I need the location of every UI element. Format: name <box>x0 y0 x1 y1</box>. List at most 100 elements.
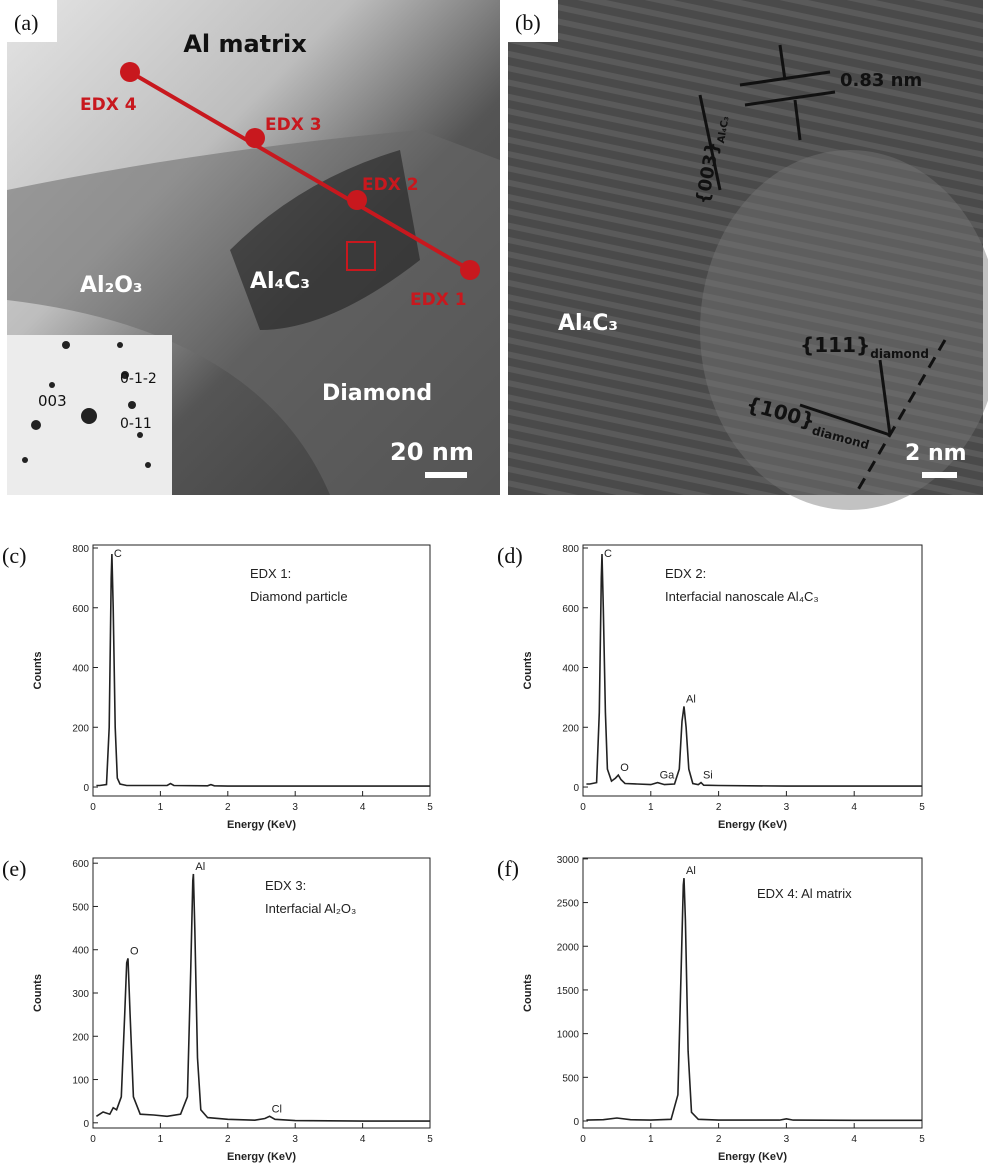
x-axis-label: Energy (KeV) <box>718 1151 787 1163</box>
x-tick-label: 2 <box>716 1134 722 1145</box>
x-tick-label: 4 <box>851 802 857 813</box>
x-tick-label: 3 <box>784 802 790 813</box>
y-tick-label: 200 <box>72 1032 89 1043</box>
y-tick-label: 1000 <box>557 1030 580 1041</box>
plot-frame <box>93 858 430 1128</box>
x-tick-label: 0 <box>90 1134 96 1145</box>
peak-label: C <box>114 548 122 560</box>
x-tick-label: 3 <box>292 802 298 813</box>
x-tick-label: 0 <box>580 802 586 813</box>
y-tick-label: 400 <box>72 664 89 675</box>
y-tick-label: 400 <box>562 664 579 675</box>
x-tick-label: 2 <box>716 802 722 813</box>
plane-index: {111} <box>800 333 870 357</box>
scale-bar <box>425 472 467 478</box>
peak-label: Al <box>195 861 205 873</box>
x-tick-label: 3 <box>784 1134 790 1145</box>
panel-letter: (f) <box>497 856 519 881</box>
peak-label: Al <box>686 865 696 877</box>
y-tick-label: 1500 <box>557 986 580 997</box>
peak-label: O <box>620 762 629 774</box>
point-label: EDX 1 <box>410 290 467 310</box>
y-tick-label: 300 <box>72 989 89 1000</box>
panel-letter: (d) <box>497 543 523 568</box>
x-tick-label: 4 <box>851 1134 857 1145</box>
y-tick-label: 600 <box>72 604 89 615</box>
y-axis-label: Counts <box>32 974 44 1012</box>
x-tick-label: 5 <box>919 802 925 813</box>
point <box>120 62 140 82</box>
y-tick-label: 400 <box>72 946 89 957</box>
plane-sub: diamond <box>870 347 929 361</box>
x-tick-label: 5 <box>427 802 433 813</box>
spot-label: 0-1-2 <box>120 371 157 387</box>
y-axis-label: Counts <box>522 974 534 1012</box>
note: EDX 4: Al matrix <box>757 886 852 901</box>
y-tick-label: 500 <box>562 1073 579 1084</box>
y-tick-label: 0 <box>83 783 89 794</box>
note: EDX 1: <box>250 566 291 581</box>
y-tick-label: 600 <box>72 859 89 870</box>
x-axis-label: Energy (KeV) <box>227 819 296 831</box>
x-tick-label: 2 <box>225 802 231 813</box>
scale-label: 2 nm <box>905 441 967 466</box>
spot-label: 0-11 <box>120 416 152 432</box>
x-tick-label: 1 <box>648 1134 654 1145</box>
spot-label: 003 <box>38 392 67 410</box>
note: Interfacial nanoscale Al₄C₃ <box>665 589 819 604</box>
peak-label: Cl <box>272 1103 282 1115</box>
note: Diamond particle <box>250 589 348 604</box>
spacing-label: 0.83 nm <box>840 70 922 91</box>
y-tick-label: 500 <box>72 902 89 913</box>
panel-b: (b) 0.83 nm {003}Al₄C₃ Al₄C₃ {111}diamon… <box>508 0 988 510</box>
x-tick-label: 3 <box>292 1134 298 1145</box>
panel-letter: (a) <box>14 10 38 35</box>
plot-frame <box>583 545 922 796</box>
label: Al matrix <box>183 30 307 58</box>
y-tick-label: 0 <box>573 1117 579 1128</box>
phase-label: Diamond <box>322 381 432 406</box>
phase-label: Al₄C₃ <box>250 269 310 294</box>
y-tick-label: 0 <box>83 1119 89 1130</box>
x-tick-label: 5 <box>919 1134 925 1145</box>
peak-label: C <box>604 548 612 560</box>
x-tick-label: 4 <box>360 802 366 813</box>
y-tick-label: 2000 <box>557 942 580 953</box>
y-tick-label: 600 <box>562 604 579 615</box>
phase-label: Al₂O₃ <box>80 273 143 298</box>
point-label: EDX 4 <box>80 95 137 115</box>
note: EDX 3: <box>265 878 306 893</box>
y-tick-label: 200 <box>72 723 89 734</box>
y-axis-label: Counts <box>32 652 44 690</box>
x-axis-label: Energy (KeV) <box>718 819 787 831</box>
point-label: EDX 2 <box>362 175 419 195</box>
plot-frame <box>583 858 922 1128</box>
point-label: EDX 3 <box>265 115 322 135</box>
figure: (a) Al matrix EDX 4 EDX 3 EDX 2 EDX 1 Al… <box>0 0 988 1167</box>
scale-bar <box>922 472 957 478</box>
scale-label: 20 nm <box>390 438 474 466</box>
spectrum-line <box>96 874 430 1121</box>
y-tick-label: 3000 <box>557 855 580 866</box>
y-axis-label: Counts <box>522 652 534 690</box>
y-tick-label: 2500 <box>557 899 580 910</box>
x-axis-label: Energy (KeV) <box>227 1151 296 1163</box>
peak-label: Si <box>703 770 713 782</box>
y-tick-label: 800 <box>562 544 579 555</box>
panel-a: (a) Al matrix EDX 4 EDX 3 EDX 2 EDX 1 Al… <box>7 0 500 495</box>
phase-label: Al₄C₃ <box>558 311 618 336</box>
point <box>460 260 480 280</box>
y-tick-label: 100 <box>72 1076 89 1087</box>
y-tick-label: 0 <box>573 783 579 794</box>
note: Interfacial Al₂O₃ <box>265 901 356 916</box>
peak-label: Ga <box>660 770 676 782</box>
y-tick-label: 800 <box>72 544 89 555</box>
peak-label: Al <box>686 693 696 705</box>
point <box>245 128 265 148</box>
peak-label: O <box>130 945 139 957</box>
x-tick-label: 5 <box>427 1134 433 1145</box>
x-tick-label: 0 <box>580 1134 586 1145</box>
panel-letter: (c) <box>2 543 26 568</box>
x-tick-label: 1 <box>648 802 654 813</box>
